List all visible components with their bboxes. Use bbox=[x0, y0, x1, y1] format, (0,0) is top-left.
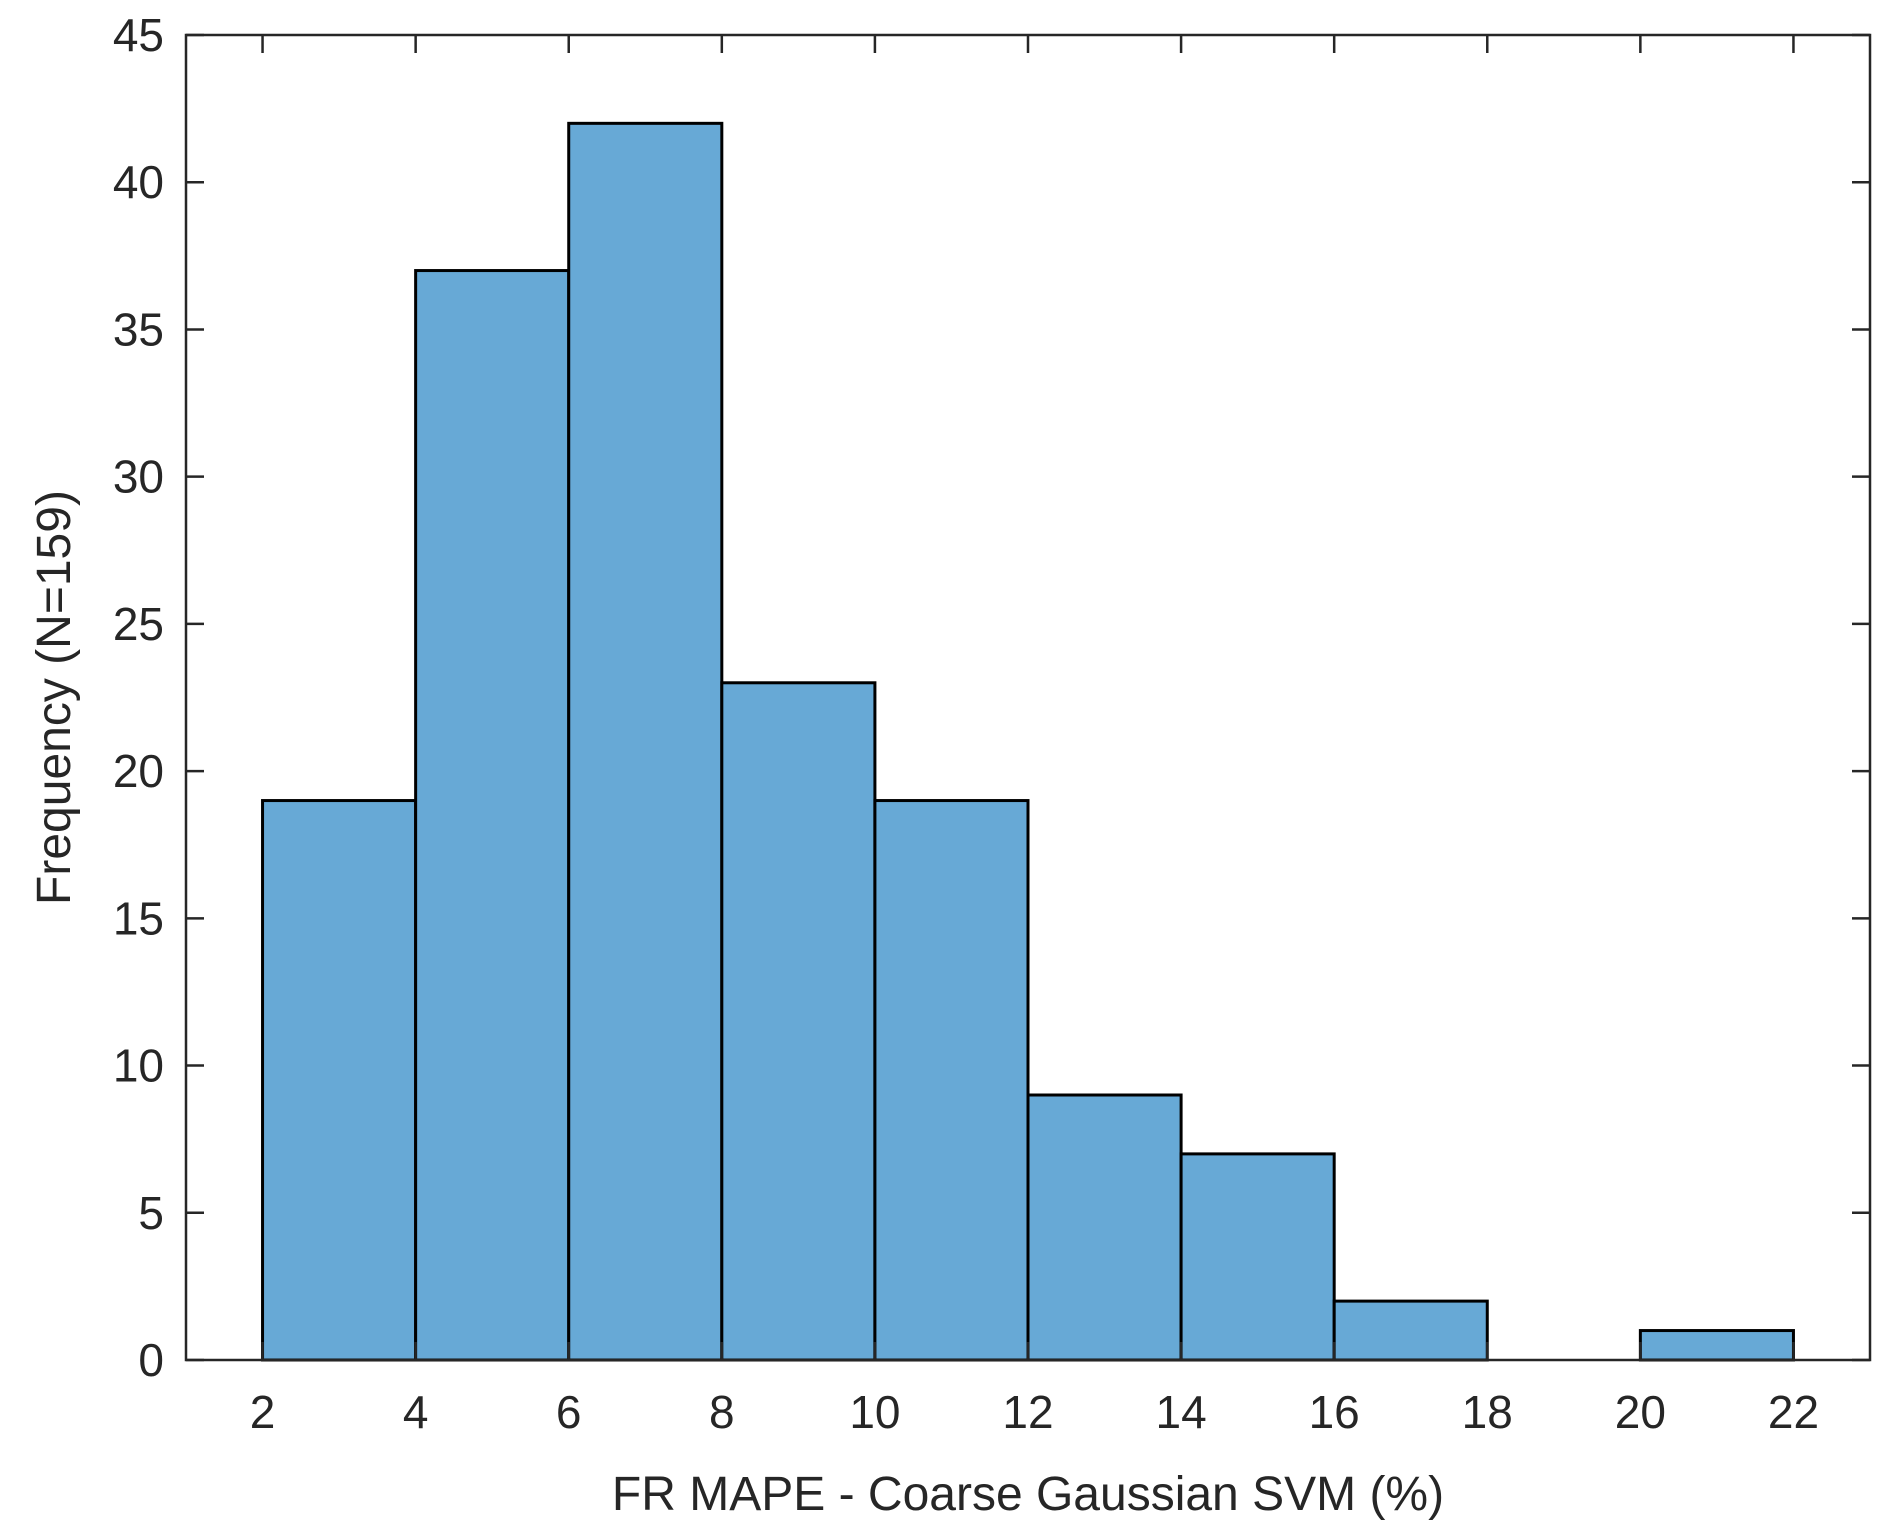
histogram-bar-14-16 bbox=[1179, 1152, 1336, 1362]
histogram-bar-6-8 bbox=[567, 121, 724, 1362]
x-tick-label: 2 bbox=[250, 1386, 276, 1438]
y-tick-label: 5 bbox=[138, 1187, 164, 1239]
y-tick-label: 10 bbox=[113, 1040, 164, 1092]
plot-frame bbox=[184, 33, 1872, 1362]
x-tick-label: 22 bbox=[1768, 1386, 1819, 1438]
x-tick-label: 4 bbox=[403, 1386, 429, 1438]
y-tick-label: 25 bbox=[113, 598, 164, 650]
histogram-bars bbox=[261, 121, 1795, 1362]
histogram-bar-4-6 bbox=[414, 269, 571, 1362]
x-tick-label: 10 bbox=[849, 1386, 900, 1438]
y-tick-label: 30 bbox=[113, 451, 164, 503]
y-tick-label: 35 bbox=[113, 303, 164, 355]
x-tick-label: 6 bbox=[556, 1386, 582, 1438]
y-tick-labels: 0 5 10 15 20 25 30 35 40 45 bbox=[113, 9, 164, 1386]
y-tick-label: 45 bbox=[113, 9, 164, 61]
y-tick-label: 20 bbox=[113, 745, 164, 797]
x-tick-label: 18 bbox=[1462, 1386, 1513, 1438]
histogram-bar-8-10 bbox=[720, 681, 877, 1362]
y-tick-label: 40 bbox=[113, 156, 164, 208]
y-axis-title: Frequency (N=159) bbox=[28, 490, 81, 905]
x-tick-labels: 2 4 6 8 10 12 14 16 18 20 22 bbox=[250, 1386, 1819, 1438]
histogram-bar-10-12 bbox=[873, 799, 1030, 1362]
x-axis-title: FR MAPE - Coarse Gaussian SVM (%) bbox=[612, 1468, 1444, 1521]
x-tick-label: 16 bbox=[1309, 1386, 1360, 1438]
histogram-bar-2-4 bbox=[261, 799, 418, 1362]
x-tick-label: 12 bbox=[1002, 1386, 1053, 1438]
histogram-bar-12-14 bbox=[1026, 1093, 1183, 1362]
x-tick-label: 20 bbox=[1615, 1386, 1666, 1438]
y-tick-label: 0 bbox=[138, 1334, 164, 1386]
x-tick-label: 8 bbox=[709, 1386, 735, 1438]
y-tick-label: 15 bbox=[113, 892, 164, 944]
x-tick-label: 14 bbox=[1156, 1386, 1207, 1438]
histogram-bar-16-18 bbox=[1332, 1299, 1489, 1362]
histogram-bar-20-22 bbox=[1638, 1329, 1795, 1362]
